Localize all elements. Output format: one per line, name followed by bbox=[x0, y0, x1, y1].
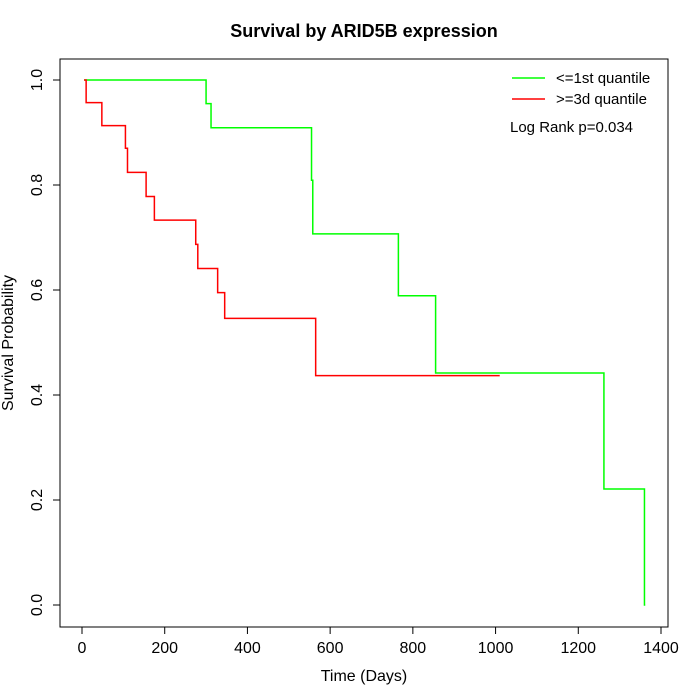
plot-frame bbox=[59, 58, 669, 628]
x-tick-label: 1200 bbox=[560, 640, 596, 657]
x-axis-label: Time (Days) bbox=[321, 668, 408, 685]
series-line-low-quantile bbox=[84, 79, 646, 606]
x-tick-label: 400 bbox=[234, 640, 261, 657]
y-tick-label: 0.6 bbox=[29, 279, 46, 301]
x-tick-label: 200 bbox=[151, 640, 178, 657]
chart-title: Survival by ARID5B expression bbox=[230, 21, 497, 41]
series-line-high-quantile bbox=[84, 79, 500, 377]
legend: <=1st quantile >=3d quantile Log Rank p=… bbox=[510, 70, 650, 136]
logrank-annotation: Log Rank p=0.034 bbox=[510, 119, 633, 136]
x-tick-label: 800 bbox=[400, 640, 427, 657]
series-layer bbox=[84, 79, 646, 606]
y-axis-label: Survival Probability bbox=[0, 275, 17, 411]
x-tick-label: 1400 bbox=[643, 640, 679, 657]
y-axis: 0.0 0.2 0.4 0.6 0.8 1.0 bbox=[29, 69, 61, 616]
y-tick-label: 1.0 bbox=[29, 69, 46, 91]
x-tick-label: 600 bbox=[317, 640, 344, 657]
x-axis: 0 200 400 600 800 1000 1200 1400 bbox=[78, 626, 679, 657]
legend-label-high: >=3d quantile bbox=[556, 91, 647, 108]
legend-label-low: <=1st quantile bbox=[556, 70, 650, 87]
y-tick-label: 0.2 bbox=[29, 489, 46, 511]
y-tick-label: 0.0 bbox=[29, 594, 46, 616]
x-tick-label: 0 bbox=[78, 640, 87, 657]
y-tick-label: 0.4 bbox=[29, 384, 46, 406]
x-tick-label: 1000 bbox=[478, 640, 514, 657]
y-tick-label: 0.8 bbox=[29, 174, 46, 196]
